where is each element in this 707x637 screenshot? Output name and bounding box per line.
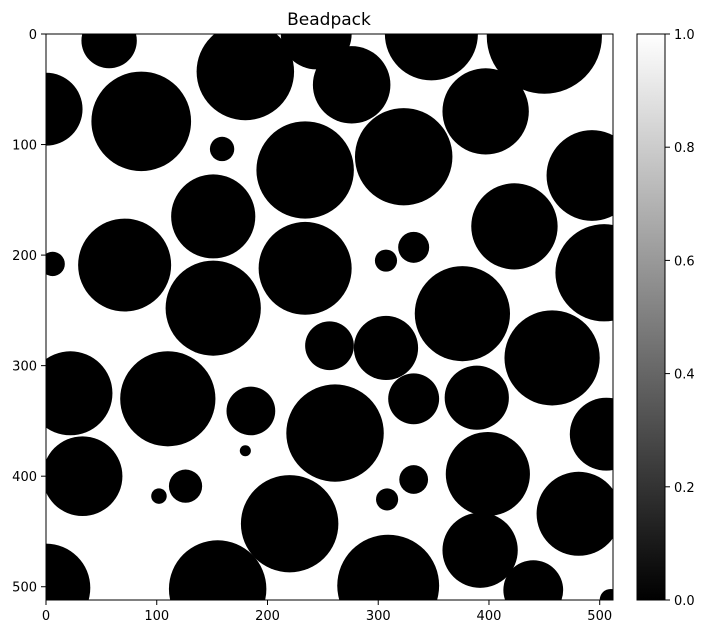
y-tick-label: 0 [29,28,37,43]
bead-1 [81,34,137,69]
colorbar-tick-label: 0.2 [674,481,695,496]
bead-36 [168,469,203,503]
bead-16 [78,218,172,312]
x-axis: 0 100 200 300 400 500 [42,600,612,624]
colorbar-tick-label: 0.6 [674,254,695,269]
bead-12 [354,108,453,206]
bead-9 [442,68,529,155]
bead-44 [168,540,267,600]
bead-24 [305,321,354,371]
colorbar-gradient [636,33,666,601]
bead-38 [445,431,530,516]
y-tick-label: 100 [12,139,37,154]
x-tick-label: 100 [144,609,169,624]
bead-28 [120,351,216,447]
bead-11 [256,121,354,219]
bead-20 [374,249,398,272]
bead-5 [46,72,83,146]
bead-23 [414,266,511,362]
bead-26 [504,310,600,406]
colorbar-tick-label: 1.0 [674,28,695,43]
bead-48 [599,588,613,600]
bead-27 [46,351,113,436]
colorbar-tick-label: 0.4 [674,368,695,383]
bead-39 [240,475,339,573]
bead-35 [239,445,251,457]
bead-17 [258,221,352,315]
bead-43 [46,543,91,600]
bead-47 [503,560,564,600]
bead-19 [165,260,261,356]
bead-29 [226,386,276,436]
bead-4 [486,34,602,94]
colorbar-tick-label: 0.8 [674,141,695,156]
bead-25 [353,315,419,381]
y-tick-label: 200 [12,249,37,264]
x-tick-label: 200 [255,609,280,624]
bead-7 [196,34,295,121]
bead-40 [376,488,399,511]
bead-41 [399,465,429,494]
bead-14 [171,174,256,259]
x-tick-label: 300 [366,609,391,624]
y-axis: 0 100 200 300 400 500 [12,28,46,596]
bead-18 [46,251,65,277]
plot-area [45,33,614,601]
colorbar-ticks: 0.0 0.2 0.4 0.6 0.8 1.0 [665,28,695,609]
bead-30 [286,384,384,482]
bead-46 [442,512,518,588]
plot-frame [45,33,614,601]
bead-34 [46,436,123,516]
x-tick-label: 0 [42,609,50,624]
bead-10 [209,136,235,162]
y-tick-label: 500 [12,581,37,596]
beads-layer [46,34,613,600]
bead-13 [546,130,613,221]
x-tick-label: 500 [587,609,612,624]
bead-15 [471,183,558,270]
bead-3 [384,34,478,81]
bead-45 [337,534,440,600]
y-tick-label: 300 [12,360,37,375]
bead-6 [91,71,192,172]
colorbar: 0.0 0.2 0.4 0.6 0.8 1.0 [636,28,695,609]
chart-title: Beadpack [287,10,371,30]
bead-42 [536,471,613,556]
bead-31 [388,373,440,425]
x-tick-label: 400 [477,609,502,624]
bead-37 [151,488,167,504]
bead-22 [555,224,613,322]
y-tick-label: 400 [12,470,37,485]
bead-8 [312,46,391,124]
bead-33 [569,397,613,471]
colorbar-tick-label: 0.0 [674,594,695,609]
bead-21 [398,231,430,263]
bead-32 [444,365,509,430]
